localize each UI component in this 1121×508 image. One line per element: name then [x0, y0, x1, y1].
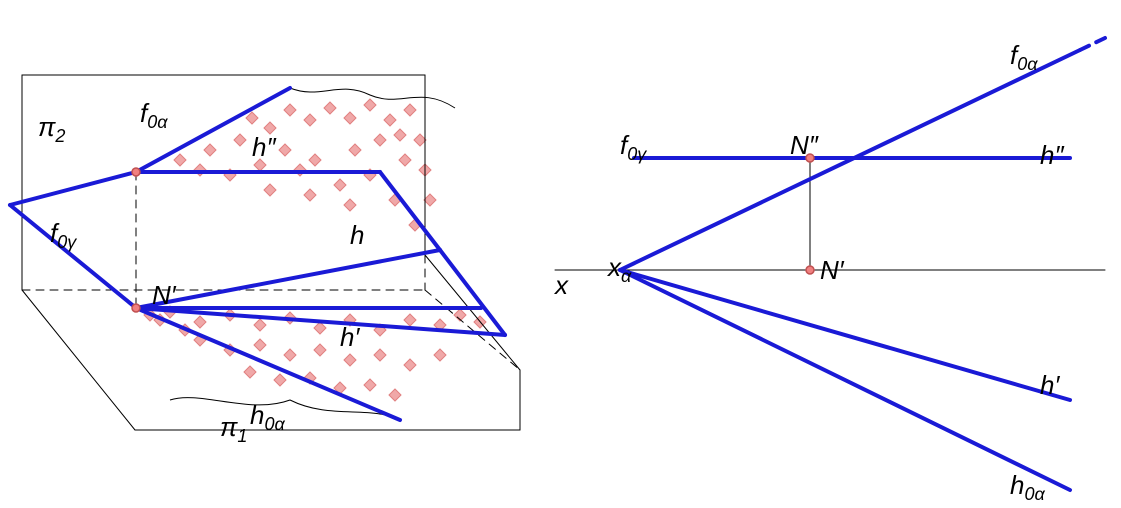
stage: π2 π1 f0α f0γ h″ h h′ h0α N′ x xα f0α f0γ N″ h″ N′ h′ h0α — [0, 0, 1121, 508]
label-hpp_R: h″ — [1040, 140, 1064, 171]
label-hp_L: h′ — [340, 322, 359, 353]
label-hpp_L: h″ — [252, 132, 276, 163]
label-Np_L: N′ — [152, 280, 176, 311]
label-f0a_L: f0α — [140, 98, 168, 133]
label-h_L: h — [350, 220, 364, 251]
label-pi1: π1 — [220, 412, 247, 447]
label-Np_R: N′ — [820, 255, 844, 286]
label-h0a_R: h0α — [1010, 470, 1045, 505]
label-f0a_R: f0α — [1010, 40, 1038, 75]
label-pi2: π2 — [38, 112, 65, 147]
label-x_R: x — [555, 270, 568, 301]
label-hp_R: h′ — [1040, 370, 1059, 401]
label-Npp_R: N″ — [790, 130, 818, 161]
label-f0g_R: f0γ — [620, 130, 646, 165]
diagram-svg — [0, 0, 1121, 508]
label-xa_R: xα — [608, 252, 631, 287]
label-h0a_L: h0α — [250, 400, 285, 435]
label-f0g_L: f0γ — [50, 218, 76, 253]
